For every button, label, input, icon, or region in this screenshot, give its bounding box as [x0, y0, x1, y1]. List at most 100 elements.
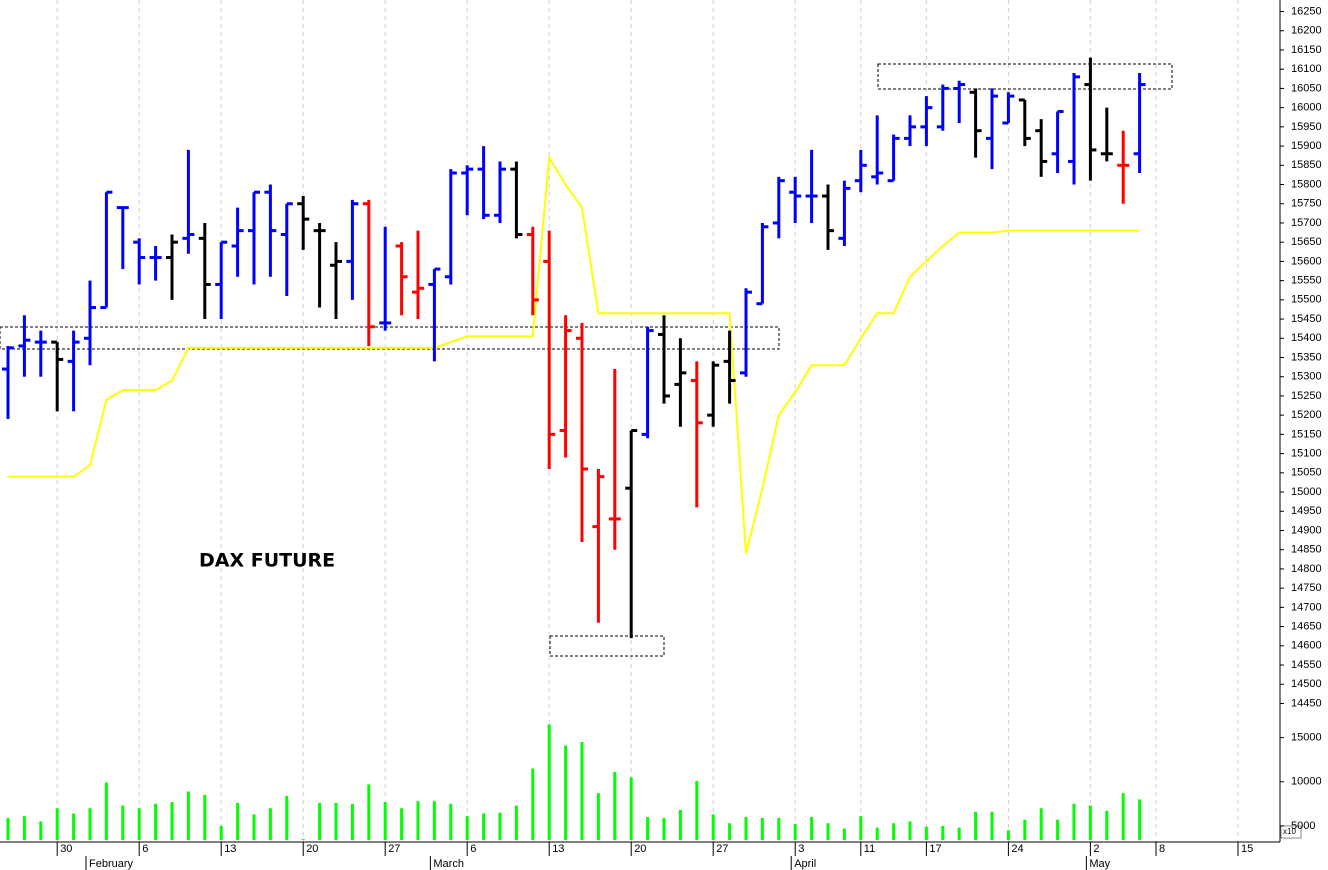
y-tick-label: 15250: [1291, 390, 1322, 402]
volume-bar: [104, 782, 108, 840]
volume-bar: [892, 823, 896, 840]
volume-bar: [580, 742, 584, 840]
volume-bar: [170, 802, 174, 840]
volume-bar: [596, 793, 600, 840]
volume-bar: [432, 801, 436, 840]
volume-bar: [498, 812, 502, 840]
chart-title: DAX FUTURE: [199, 550, 335, 572]
y-tick-label: 14750: [1291, 582, 1322, 594]
volume-bar: [859, 816, 863, 840]
volume-tick-label: 10000: [1291, 776, 1322, 788]
volume-bar: [400, 808, 404, 840]
volume-bar: [695, 780, 699, 840]
range-box: [0, 326, 780, 350]
volume-bar: [186, 791, 190, 840]
volume-bar: [842, 828, 846, 840]
volume-bar: [613, 772, 617, 840]
y-tick-label: 14500: [1291, 678, 1322, 690]
volume-bar: [236, 802, 240, 840]
y-tick-label: 15100: [1291, 448, 1322, 460]
x-tick-label: 13: [224, 843, 236, 855]
volume-bar: [629, 777, 633, 840]
y-tick-label: 16100: [1291, 63, 1322, 75]
volume-bar: [1138, 799, 1142, 840]
volume-bar: [662, 817, 666, 840]
y-tick-label: 15950: [1291, 121, 1322, 133]
volume-bar: [826, 823, 830, 840]
y-tick-label: 16150: [1291, 44, 1322, 56]
y-tick-label: 14950: [1291, 505, 1322, 517]
volume-bar: [465, 816, 469, 840]
volume-bar: [711, 814, 715, 840]
volume-bar: [334, 802, 338, 840]
volume-bar: [810, 817, 814, 840]
y-tick-label: 15900: [1291, 140, 1322, 152]
volume-bar: [547, 724, 551, 840]
volume-bar: [6, 817, 10, 840]
volume-bar: [1105, 810, 1109, 840]
plot: [2, 57, 1146, 840]
volume-bar: [482, 813, 486, 840]
volume-bar: [1088, 805, 1092, 840]
y-tick-label: 15750: [1291, 198, 1322, 210]
y-tick-label: 15300: [1291, 371, 1322, 383]
x-tick-label: 27: [388, 843, 400, 855]
volume-bar: [154, 803, 158, 840]
volume-bar: [941, 825, 945, 840]
volume-bar: [383, 802, 387, 840]
volume-bar: [1072, 803, 1076, 840]
month-label: March: [433, 858, 464, 870]
y-tick-label: 15400: [1291, 332, 1322, 344]
volume-bar: [1006, 830, 1010, 840]
x-tick-label: 20: [306, 843, 318, 855]
volume-bar: [728, 823, 732, 840]
volume-bar: [72, 813, 76, 840]
x-tick-label: 3: [798, 843, 804, 855]
volume-bar: [1023, 819, 1027, 840]
y-tick-label: 14900: [1291, 524, 1322, 536]
volume-bar: [449, 803, 453, 840]
volume-bar: [55, 808, 59, 840]
y-tick-label: 15000: [1291, 486, 1322, 498]
x-tick-label: 8: [1159, 843, 1165, 855]
y-tick-label: 16200: [1291, 25, 1322, 37]
x-tick-label: 6: [142, 843, 148, 855]
month-label: April: [794, 858, 816, 870]
x-tick-label: 13: [552, 843, 564, 855]
volume-tick-label: 5000: [1291, 820, 1315, 832]
volume-bar: [1056, 819, 1060, 840]
range-box: [549, 635, 665, 657]
y-tick-label: 14550: [1291, 659, 1322, 671]
x-tick-label: 17: [929, 843, 941, 855]
volume-bar: [974, 811, 978, 840]
volume-bar: [646, 817, 650, 840]
volume-bar: [350, 803, 354, 840]
y-tick-label: 14450: [1291, 697, 1322, 709]
volume-bar: [367, 784, 371, 840]
x-tick-label: 27: [716, 843, 728, 855]
y-tick-label: 15550: [1291, 275, 1322, 287]
y-tick-label: 14850: [1291, 544, 1322, 556]
volume-bar: [416, 801, 420, 840]
volume-bar: [564, 745, 568, 840]
y-tick-label: 15150: [1291, 428, 1322, 440]
volume-bar: [760, 817, 764, 840]
volume-bar: [268, 808, 272, 840]
volume-bar: [285, 795, 289, 840]
y-tick-label: 15700: [1291, 217, 1322, 229]
indicator-line: [8, 154, 1140, 554]
volume-bar: [744, 817, 748, 840]
volume-bar: [777, 817, 781, 840]
y-tick-label: 15200: [1291, 409, 1322, 421]
volume-bar: [22, 816, 26, 840]
volume-bar: [219, 825, 223, 840]
volume-bar: [88, 808, 92, 840]
volume-bar: [875, 827, 879, 840]
volume-bar: [121, 805, 125, 840]
y-tick-label: 14700: [1291, 601, 1322, 613]
x-tick-label: 20: [634, 843, 646, 855]
y-tick-label: 15800: [1291, 178, 1322, 190]
volume-bar: [678, 810, 682, 840]
x-tick-label: 2: [1093, 843, 1099, 855]
volume-bar: [514, 805, 518, 840]
